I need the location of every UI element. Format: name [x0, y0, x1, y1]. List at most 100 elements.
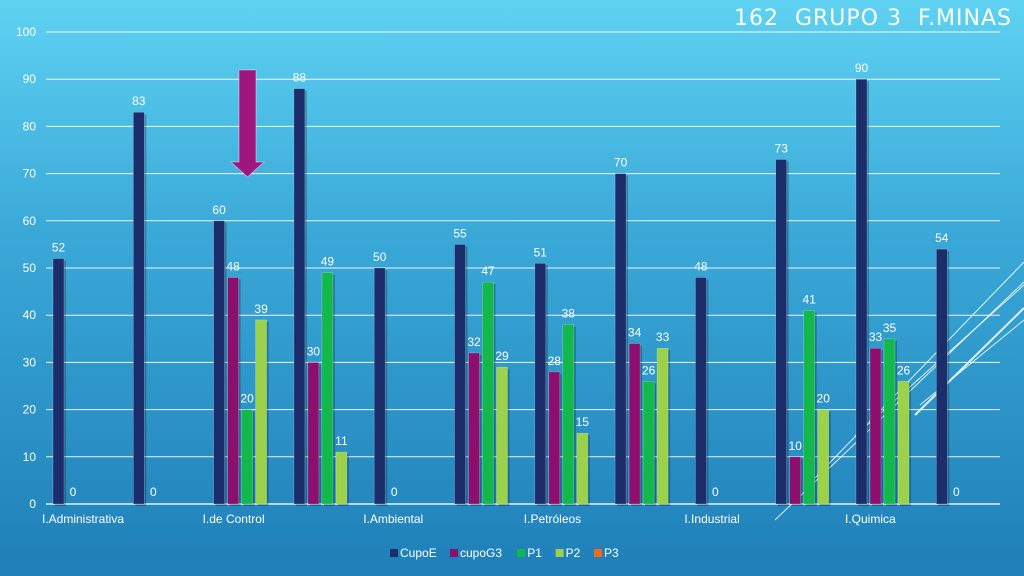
data-label: 39 [254, 302, 268, 316]
data-label: 54 [935, 231, 949, 245]
bar-CupoE [133, 111, 145, 505]
data-label: 30 [307, 344, 321, 358]
x-category-label: I.Quimica [845, 512, 896, 526]
y-tick-label: 80 [23, 119, 37, 133]
y-tick-label: 20 [23, 403, 37, 417]
down-arrow-icon [229, 69, 266, 178]
legend-label: P3 [604, 546, 619, 560]
y-axis: 0 10 20 30 40 50 60 70 80 90 100 [16, 25, 36, 511]
bar-CupoE [52, 258, 65, 505]
data-label: 47 [481, 264, 495, 278]
legend-swatch [517, 549, 526, 557]
data-label: 49 [321, 255, 335, 269]
bar-CupoE [534, 262, 547, 505]
data-label: 29 [495, 349, 509, 363]
bar-CupoE [775, 159, 788, 505]
legend-label: P2 [566, 546, 581, 560]
bar-CupoE [614, 173, 627, 505]
data-label: 34 [628, 326, 642, 340]
data-label: 38 [562, 307, 576, 321]
x-category-label: I.Ambiental [363, 512, 423, 526]
x-category-label: I.de Control [203, 512, 265, 526]
data-label: 52 [52, 241, 66, 255]
y-tick-label: 40 [23, 308, 37, 322]
gridlines [46, 31, 1000, 505]
data-label: 11 [335, 434, 348, 448]
bar-P2 [656, 347, 669, 505]
bar-CupoE [213, 220, 225, 505]
data-label: 10 [789, 439, 803, 453]
bar-P2 [496, 366, 508, 505]
data-label: 48 [694, 259, 708, 273]
x-category-label: I.Petróleos [524, 512, 581, 526]
y-tick-label: 70 [23, 167, 37, 181]
data-label: 20 [817, 392, 831, 406]
data-label: 70 [614, 156, 628, 170]
zero-label: 0 [712, 485, 719, 499]
data-label: 90 [855, 61, 869, 75]
y-tick-label: 30 [23, 355, 37, 369]
data-label: 41 [803, 292, 817, 306]
bar-P1 [482, 281, 494, 505]
legend-label: cupoG3 [460, 546, 502, 560]
legend-swatch [594, 549, 602, 557]
legend-label: CupoE [400, 546, 437, 560]
bar-P1 [883, 338, 896, 505]
data-label: 26 [897, 363, 911, 377]
y-tick-label: 10 [23, 450, 37, 464]
bar-CupoE [935, 248, 948, 505]
data-label: 33 [869, 330, 883, 344]
data-label: 33 [656, 330, 670, 344]
data-label: 15 [576, 415, 590, 429]
data-label: 51 [534, 245, 548, 259]
legend-swatch [450, 549, 458, 557]
data-label: 28 [548, 354, 562, 368]
bar-P1 [642, 380, 655, 505]
zero-label: 0 [70, 485, 77, 499]
legend-label: P1 [527, 546, 542, 560]
decorative-line [914, 307, 1024, 416]
bar-P2 [576, 432, 589, 505]
data-label: 35 [883, 321, 897, 335]
data-labels: 52 0 83 0 60 48 20 39 88 30 49 11 50 0 55 32 47 29 51 28 38 1… [52, 61, 960, 499]
bar-P1 [241, 409, 253, 505]
data-label: 20 [240, 392, 254, 406]
zero-label: 0 [391, 485, 398, 499]
data-label: 48 [226, 259, 240, 273]
legend-swatch [555, 549, 564, 557]
data-label: 50 [373, 250, 387, 264]
y-tick-label: 100 [16, 25, 36, 39]
decorative-line [814, 261, 1024, 479]
data-label: 26 [642, 363, 656, 377]
bar-CupoE [454, 244, 466, 505]
bar-cupoG3 [869, 347, 882, 505]
zero-label: 0 [150, 485, 157, 499]
data-label: 60 [212, 203, 226, 217]
bar-cupoG3 [789, 456, 802, 505]
y-tick-label: 0 [29, 497, 36, 511]
x-category-label: I.Industrial [684, 512, 739, 526]
bar-P1 [321, 272, 334, 505]
bars [52, 78, 950, 507]
chart-title: 162 GRUPO 3 F.MINAS [733, 6, 1012, 31]
y-tick-label: 90 [23, 72, 37, 86]
bar-CupoE [695, 277, 707, 505]
bar-CupoE [373, 267, 386, 505]
data-label: 83 [132, 94, 146, 108]
data-label: 55 [453, 226, 467, 240]
bar-cupoG3 [548, 371, 561, 505]
bar-P1 [562, 324, 575, 505]
bar-cupoG3 [628, 343, 641, 505]
zero-label: 0 [953, 485, 960, 499]
arrow-shape [229, 69, 266, 178]
data-label: 73 [775, 141, 789, 155]
x-category-label: I.Administrativa [42, 512, 124, 526]
bar-P2 [335, 451, 348, 505]
bar-CupoE [855, 78, 868, 505]
legend-swatch [390, 549, 398, 557]
bar-P1 [803, 310, 816, 505]
data-label: 32 [467, 335, 481, 349]
bar-cupoG3 [468, 352, 480, 505]
bar-P2 [897, 380, 910, 505]
